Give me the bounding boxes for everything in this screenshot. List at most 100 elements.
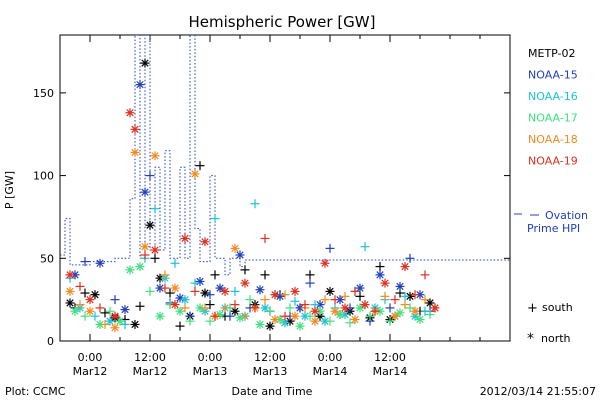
data-point xyxy=(340,291,350,301)
data-point xyxy=(360,242,370,252)
data-point xyxy=(310,306,320,316)
marker-stroke xyxy=(231,307,239,315)
data-point xyxy=(285,303,295,313)
series-metp-02 xyxy=(65,58,435,331)
marker-stroke xyxy=(126,266,134,274)
data-point xyxy=(160,283,170,293)
data-point xyxy=(425,298,435,308)
data-point xyxy=(210,311,220,321)
marker-stroke xyxy=(221,287,229,296)
legend-entry: NOAA-16 xyxy=(528,90,578,103)
data-point xyxy=(110,311,120,321)
data-point xyxy=(415,290,425,300)
data-point xyxy=(230,286,240,296)
data-point xyxy=(365,311,375,321)
data-point xyxy=(140,250,150,260)
marker-stroke xyxy=(146,221,154,229)
x-tick-label-time: 0:00 xyxy=(198,351,223,364)
marker-stroke xyxy=(266,322,274,330)
data-point xyxy=(405,253,415,263)
y-tick-label: 100 xyxy=(33,170,54,183)
data-point xyxy=(240,278,250,288)
data-point xyxy=(305,311,315,321)
data-point xyxy=(205,316,215,326)
data-point xyxy=(80,257,90,267)
marker-stroke xyxy=(66,299,74,307)
x-tick-label-date: Mar12 xyxy=(133,365,168,378)
data-point xyxy=(170,258,180,268)
marker-stroke xyxy=(151,152,159,160)
x-tick-label-date: Mar13 xyxy=(253,365,288,378)
x-tick-label-date: Mar14 xyxy=(313,365,348,378)
marker-stroke xyxy=(321,317,329,325)
data-point xyxy=(350,314,360,324)
data-point xyxy=(180,295,190,305)
marker-stroke xyxy=(381,279,389,287)
marker-stroke xyxy=(176,307,184,315)
data-point xyxy=(265,321,275,331)
data-point xyxy=(145,171,155,181)
data-point xyxy=(305,270,315,280)
data-point xyxy=(65,298,75,308)
data-point xyxy=(140,242,150,252)
marker-stroke xyxy=(361,300,369,309)
marker-stroke xyxy=(201,289,209,297)
data-point xyxy=(345,318,355,328)
data-point xyxy=(355,291,365,301)
data-point xyxy=(260,303,270,313)
data-point xyxy=(120,319,130,329)
marker-stroke xyxy=(261,304,269,312)
data-point xyxy=(200,237,210,247)
marker-stroke xyxy=(281,319,289,327)
series-noaa-17 xyxy=(70,262,435,331)
footer-left: Plot: CCMC xyxy=(5,385,66,398)
data-point xyxy=(155,311,165,321)
legend-entry: NOAA-17 xyxy=(528,112,578,125)
data-point xyxy=(390,311,400,321)
data-point xyxy=(265,306,275,316)
legend-entry: METP-02 xyxy=(528,47,576,60)
marker-stroke xyxy=(411,307,419,315)
marker-stroke xyxy=(311,307,319,315)
marker-stroke xyxy=(236,251,244,259)
data-point xyxy=(175,321,185,331)
marker-stroke xyxy=(391,312,399,320)
data-point xyxy=(320,295,330,305)
data-point xyxy=(330,295,340,305)
data-point xyxy=(410,306,420,316)
marker-stroke xyxy=(326,287,334,296)
data-point xyxy=(240,265,250,275)
marker-stroke xyxy=(321,259,329,267)
marker-stroke xyxy=(291,312,299,320)
data-point xyxy=(335,295,345,305)
x-tick-label-date: Mar14 xyxy=(373,365,408,378)
data-point xyxy=(150,253,160,263)
marker-stroke xyxy=(66,287,74,296)
marker-stroke xyxy=(301,312,309,320)
data-point xyxy=(320,258,330,268)
data-point xyxy=(75,300,85,310)
data-point xyxy=(385,316,395,326)
data-point xyxy=(210,214,220,224)
data-point xyxy=(145,286,155,296)
data-point xyxy=(190,286,200,296)
x-tick-label-date: Mar13 xyxy=(193,365,228,378)
marker-stroke xyxy=(126,109,134,117)
symbol-legend-north-glyph: * xyxy=(527,331,534,347)
marker-stroke xyxy=(131,148,139,157)
data-point xyxy=(270,290,280,300)
data-point xyxy=(170,283,180,293)
data-point xyxy=(415,314,425,324)
marker-stroke xyxy=(336,310,344,319)
data-point xyxy=(395,281,405,291)
symbol-legend-south-glyph: + xyxy=(527,301,538,316)
ovation-legend: Ovation Prime HPI xyxy=(514,209,588,235)
data-point xyxy=(160,270,170,280)
data-point xyxy=(70,306,80,316)
data-point xyxy=(220,303,230,313)
marker-stroke xyxy=(241,279,249,287)
marker-stroke xyxy=(331,307,339,315)
data-point xyxy=(400,300,410,310)
marker-stroke xyxy=(111,312,119,320)
